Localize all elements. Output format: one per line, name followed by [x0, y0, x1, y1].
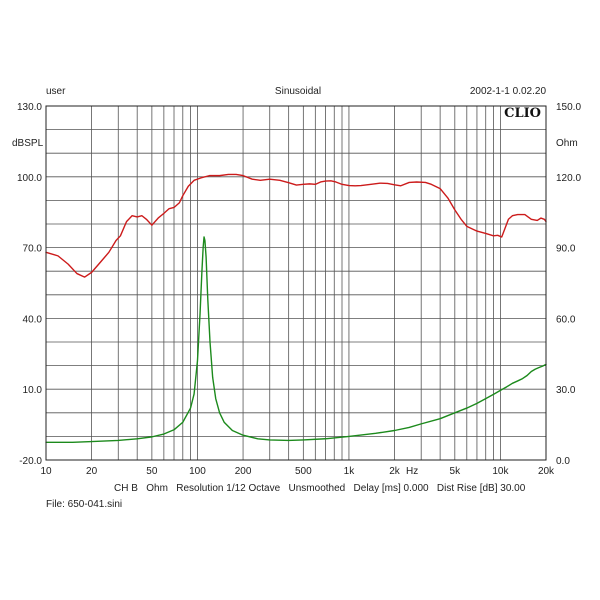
x-tick-label: 20 [86, 466, 98, 477]
right-tick-label: 60.0 [556, 314, 576, 325]
right-tick-label: 0.0 [556, 456, 570, 467]
impedance-curve [45, 236, 547, 443]
header-title: Sinusoidal [275, 86, 321, 97]
left-tick-label: 130.0 [17, 102, 42, 113]
x-tick-label: 5k [450, 466, 462, 477]
left-tick-label: -20.0 [19, 456, 42, 467]
header-timestamp: 2002-1-1 0.02.20 [470, 86, 547, 97]
left-axis-label: dBSPL [12, 138, 44, 149]
chart-grid [46, 106, 546, 460]
footer-settings: CH B Ohm Resolution 1/12 Octave Unsmooth… [114, 483, 526, 494]
left-tick-label: 70.0 [23, 244, 43, 255]
left-tick-label: 100.0 [17, 173, 42, 184]
x-tick-label: 1k [344, 466, 356, 477]
x-tick-label: 2k [389, 466, 401, 477]
right-tick-label: 90.0 [556, 244, 576, 255]
left-tick-labels: 130.0 100.0 70.0 40.0 10.0 -20.0 [17, 102, 42, 467]
x-tick-label: 10 [40, 466, 52, 477]
x-tick-label: 10k [492, 466, 509, 477]
left-tick-label: 10.0 [23, 385, 43, 396]
left-tick-label: 40.0 [23, 314, 43, 325]
clio-logo: CLIO [504, 106, 541, 121]
x-unit-label: Hz [406, 466, 418, 477]
x-tick-label: 50 [146, 466, 158, 477]
spl-curve [45, 173, 547, 278]
x-tick-labels: 10 20 50 100 200 500 1k 2k 5k 10k 20k [40, 466, 555, 477]
right-tick-label: 120.0 [556, 173, 581, 184]
x-tick-label: 200 [235, 466, 252, 477]
plot-frame [45, 105, 547, 461]
right-tick-label: 30.0 [556, 385, 576, 396]
right-axis-label: Ohm [556, 138, 578, 149]
x-tick-label: 500 [295, 466, 312, 477]
header-user: user [46, 86, 66, 97]
right-tick-labels: 150.0 120.0 90.0 60.0 30.0 0.0 [556, 102, 581, 467]
chart-series [45, 173, 547, 443]
right-tick-label: 150.0 [556, 102, 581, 113]
x-tick-label: 20k [538, 466, 555, 477]
footer-file: File: 650-041.sini [46, 499, 122, 510]
x-tick-label: 100 [189, 466, 206, 477]
